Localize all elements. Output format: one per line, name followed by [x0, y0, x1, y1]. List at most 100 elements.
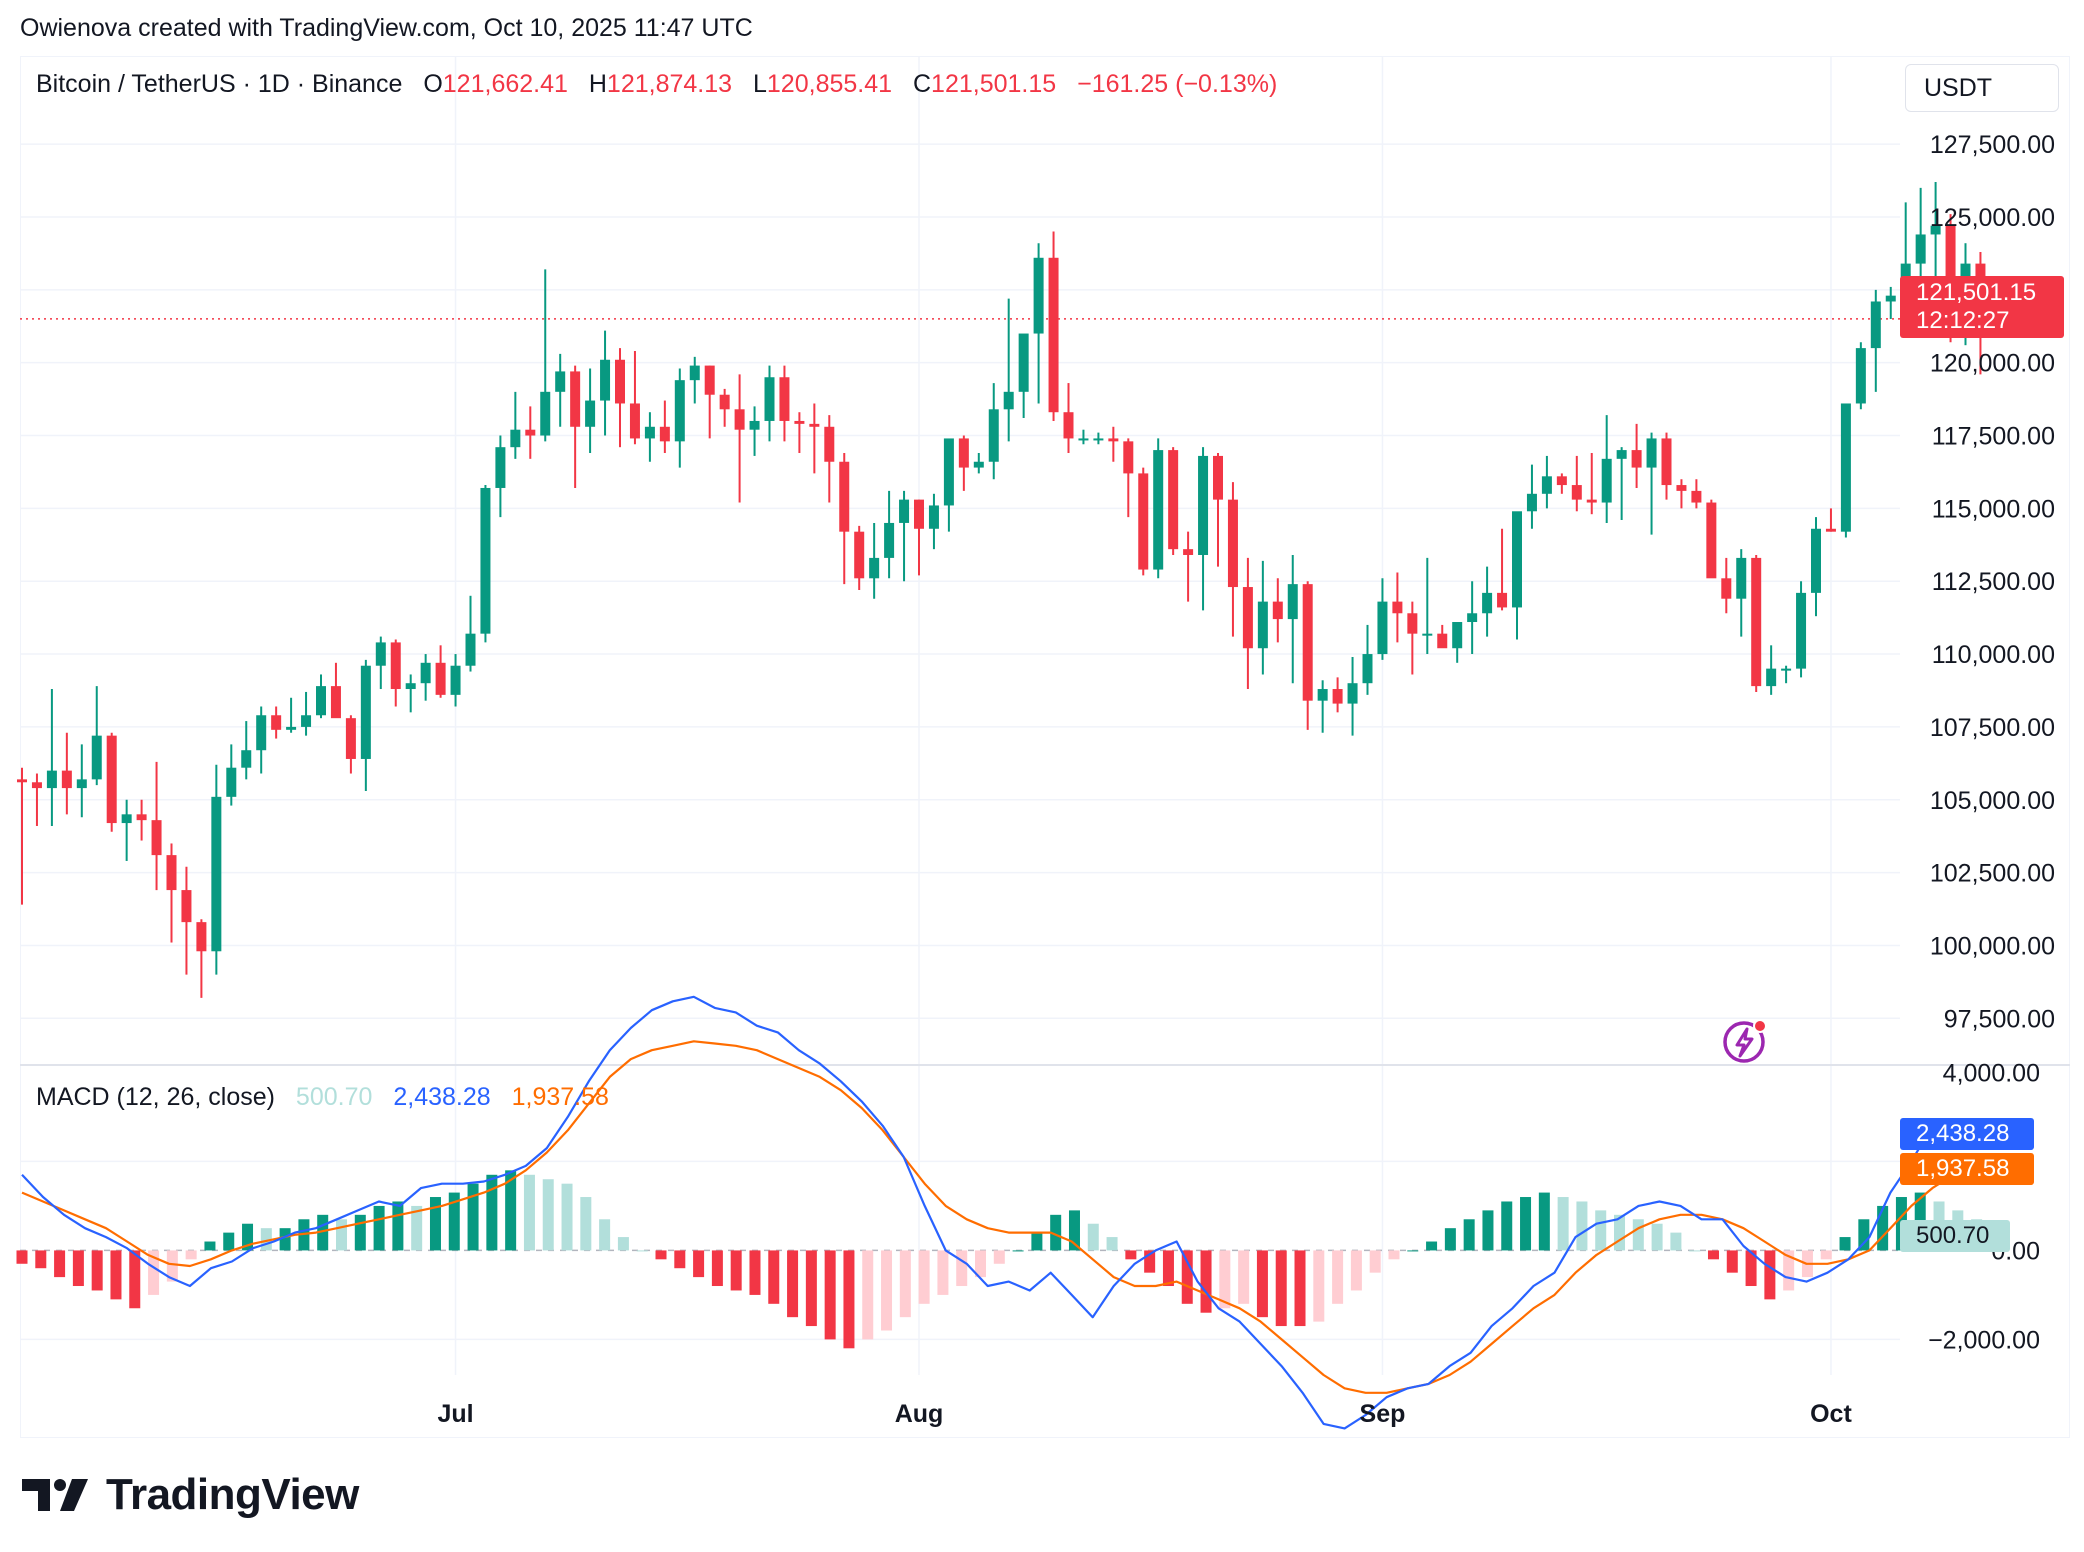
macd-legend: MACD (12, 26, close) 500.70 2,438.28 1,9… [36, 1083, 609, 1112]
candle [1332, 677, 1343, 713]
candle [211, 764, 222, 975]
macd-histogram-bar [1369, 1250, 1381, 1273]
macd-histogram-bar [1050, 1214, 1062, 1251]
candle-body [1616, 450, 1627, 459]
candle [854, 525, 865, 590]
candle-body [91, 735, 102, 780]
tradingview-brand-text: TradingView [106, 1470, 359, 1519]
candle-body [1766, 668, 1777, 687]
candle [1586, 453, 1597, 515]
price-axis-label: 125,000.00 [1930, 204, 2055, 232]
macd-histogram-bar [1106, 1237, 1118, 1251]
macd-histogram-bar [1839, 1237, 1851, 1251]
candle [1272, 578, 1283, 643]
macd-histogram-bar [956, 1250, 968, 1287]
candle-body [1213, 455, 1223, 500]
macd-histogram-bar [260, 1228, 272, 1251]
macd-histogram-bar [1764, 1250, 1776, 1300]
price-axis-label: 105,000.00 [1930, 787, 2055, 815]
candle [615, 348, 625, 448]
candle-body [390, 642, 401, 690]
candle-body [106, 735, 117, 824]
candle [360, 659, 371, 792]
candle-body [286, 726, 297, 730]
candle [151, 761, 162, 891]
macd-histogram-bar [824, 1250, 836, 1340]
candle-body [330, 686, 341, 719]
candle-body [839, 461, 850, 532]
macd-histogram-bar [1181, 1250, 1193, 1304]
candle [1227, 482, 1238, 637]
candle-body [689, 365, 700, 381]
macd-histogram-bar [1200, 1250, 1212, 1313]
candle [1422, 557, 1433, 655]
candle [719, 388, 730, 427]
candle-body [1198, 455, 1209, 555]
macd-histogram-bar [561, 1183, 573, 1251]
candle-body [121, 814, 132, 824]
candle-body [555, 371, 566, 392]
candle-body [510, 429, 521, 448]
macd-histogram-bar [1726, 1250, 1738, 1273]
macd-histogram-bar [54, 1250, 66, 1278]
candle [704, 365, 715, 439]
candle [1377, 578, 1388, 660]
macd-histogram-bar [937, 1250, 949, 1295]
macd-histogram-bar [1144, 1250, 1156, 1273]
candle-body [794, 420, 805, 424]
candle [106, 732, 117, 832]
macd-histogram-bar [373, 1205, 385, 1251]
macd-histogram-bar [1294, 1250, 1306, 1327]
candle [1033, 243, 1044, 404]
candle-body [824, 426, 835, 462]
candle [1452, 622, 1463, 663]
macd-histogram-bar [655, 1250, 667, 1260]
macd-histogram-bar [354, 1214, 366, 1251]
candle [91, 686, 102, 786]
candle [1646, 432, 1657, 535]
candle-body [1168, 450, 1179, 550]
candle-body [1781, 668, 1792, 671]
candle-body [1721, 578, 1732, 599]
candle [1781, 665, 1792, 684]
currency-selector[interactable]: USDT [1905, 64, 2059, 112]
candle-body [1452, 622, 1463, 649]
candle-body [1601, 458, 1612, 503]
candle [1616, 447, 1627, 521]
tradingview-logo[interactable]: TradingView [22, 1470, 359, 1520]
macd-histogram-bar [768, 1250, 780, 1304]
candle-body [1422, 633, 1433, 636]
candle [405, 674, 416, 713]
candle [1706, 499, 1717, 579]
candle-body [1855, 348, 1866, 404]
candle-body [809, 423, 820, 427]
candle [1885, 286, 1896, 319]
candle-body [1153, 450, 1164, 570]
candle-body [1377, 601, 1388, 655]
candle [1855, 342, 1866, 410]
macd-histogram-bar [1444, 1228, 1456, 1251]
macd-histogram-bar [617, 1237, 629, 1251]
candle-body [1138, 473, 1149, 570]
candle-body [1646, 438, 1657, 468]
candle [1601, 415, 1612, 523]
candle [644, 412, 655, 462]
candle [839, 453, 850, 585]
price-axis-label: 107,500.00 [1930, 714, 2055, 742]
bolt-icon[interactable] [1722, 1016, 1770, 1064]
candle [301, 691, 312, 736]
candle [196, 919, 207, 998]
candle-body [1497, 592, 1508, 608]
macd-histogram-bar [223, 1232, 235, 1251]
macd-histogram-bar [16, 1250, 28, 1264]
candle [1198, 447, 1209, 611]
price-axis-label: 127,500.00 [1930, 131, 2055, 159]
candle [629, 351, 640, 445]
candle-body [76, 779, 87, 789]
grid [20, 56, 2070, 1375]
candle [1467, 581, 1478, 655]
candle-body [1482, 592, 1493, 614]
macd-histogram-bar [448, 1192, 460, 1251]
candle [1482, 566, 1493, 637]
